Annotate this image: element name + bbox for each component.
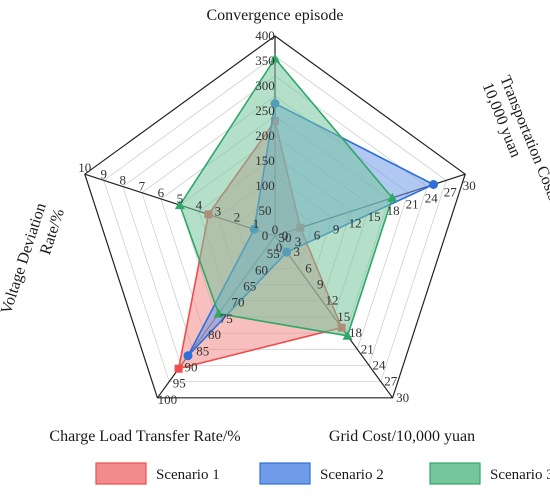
data-point <box>183 351 193 361</box>
tick-label: 27 <box>444 184 458 199</box>
tick-label: 21 <box>361 341 374 356</box>
tick-label: 10 <box>78 160 91 175</box>
data-point <box>387 192 398 202</box>
tick-label: 0 <box>272 222 279 237</box>
data-point <box>174 364 183 373</box>
tick-label: 95 <box>173 376 186 391</box>
series-layer <box>174 53 439 373</box>
tick-label: 55 <box>267 246 280 261</box>
tick-label: 200 <box>255 128 275 143</box>
legend-label: Scenario 1 <box>156 467 220 483</box>
data-point <box>174 200 185 210</box>
tick-label: 9 <box>317 277 324 292</box>
tick-label: 27 <box>384 374 398 389</box>
tick-label: 18 <box>387 203 400 218</box>
axis-label-group: Grid Cost/10,000 yuan <box>329 428 475 445</box>
tick-label: 300 <box>255 78 275 93</box>
tick-label: 50 <box>279 230 292 245</box>
axis-label: Convergence episode <box>207 7 344 24</box>
tick-label: 3 <box>294 244 301 259</box>
tick-label: 400 <box>255 28 275 43</box>
tick-label: 100 <box>158 392 178 407</box>
tick-label: 21 <box>406 197 419 212</box>
tick-label: 50 <box>259 203 272 218</box>
tick-label: 15 <box>337 309 350 324</box>
tick-label: 18 <box>349 325 362 340</box>
data-point <box>213 308 224 318</box>
data-point <box>270 53 280 63</box>
legend-label: Scenario 3 <box>490 467 550 483</box>
tick-label: 350 <box>255 53 275 68</box>
tick-label: 24 <box>425 191 439 206</box>
axis-label-group: Charge Load Transfer Rate/% <box>49 428 240 445</box>
tick-label: 30 <box>396 390 409 405</box>
tick-label: 9 <box>101 166 108 181</box>
legend-label: Scenario 2 <box>320 467 384 483</box>
axis-label-group: Convergence episode <box>207 7 344 24</box>
series-area <box>179 57 394 337</box>
tick-label: 6 <box>305 260 312 275</box>
tick-label: 1 <box>253 216 260 231</box>
axis-label-group: Transportation Costs/10,000 yuan <box>479 73 550 208</box>
tick-label: 150 <box>255 153 275 168</box>
tick-label: 0 <box>262 228 269 243</box>
tick-label: 4 <box>196 197 203 212</box>
tick-label: 65 <box>243 279 256 294</box>
tick-label: 8 <box>120 173 127 188</box>
tick-label: 24 <box>373 357 387 372</box>
tick-label: 90 <box>185 359 198 374</box>
tick-label: 3 <box>215 204 222 219</box>
tick-label: 2 <box>234 210 241 225</box>
tick-label: 5 <box>177 191 184 206</box>
tick-label: 85 <box>196 343 209 358</box>
axis-label: Charge Load Transfer Rate/% <box>49 428 240 445</box>
legend-swatch <box>95 462 147 485</box>
axis-label: Grid Cost/10,000 yuan <box>329 428 475 445</box>
tick-label: 75 <box>220 311 233 326</box>
tick-label: 100 <box>255 178 275 193</box>
tick-label: 6 <box>158 185 165 200</box>
tick-label: 80 <box>208 327 221 342</box>
legend-swatch <box>259 462 311 485</box>
data-point <box>429 179 439 189</box>
grid-ring <box>103 55 447 383</box>
tick-label: 0 <box>276 240 283 255</box>
tick-label: 250 <box>255 103 275 118</box>
legend: Scenario 1 Scenario 2 Scenario 3 <box>95 462 550 485</box>
grid-ring <box>84 35 466 399</box>
tick-label: 0 <box>282 228 289 243</box>
tick-label: 12 <box>326 293 339 308</box>
tick-label: 12 <box>349 215 362 230</box>
tick-label: 3 <box>295 234 302 249</box>
tick-label: 30 <box>463 178 476 193</box>
tick-label: 9 <box>333 222 340 237</box>
data-point <box>342 330 353 340</box>
tick-label: 60 <box>255 262 268 277</box>
tick-label: 6 <box>314 228 321 243</box>
tick-label: 15 <box>368 209 381 224</box>
axis-label: Voltage Deviation <box>0 201 50 316</box>
tick-label: 70 <box>232 295 245 310</box>
legend-swatch <box>429 462 481 485</box>
tick-label: 7 <box>139 179 146 194</box>
